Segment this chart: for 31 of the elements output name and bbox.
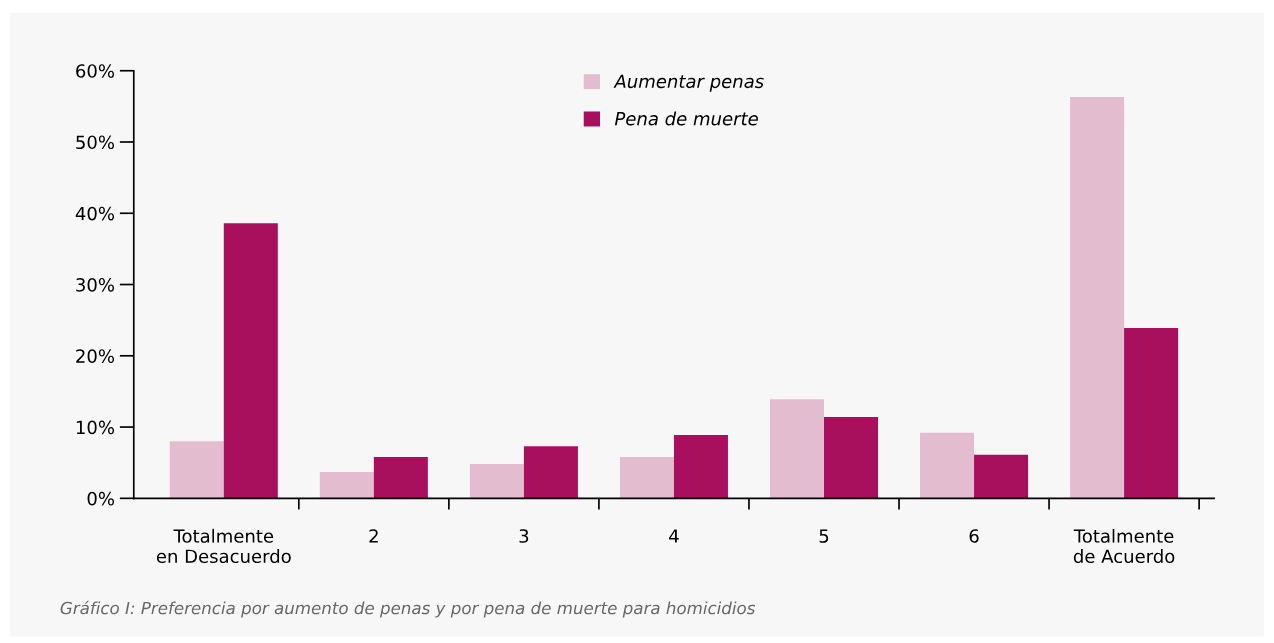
bar xyxy=(823,417,879,499)
y-tick-label: 50% xyxy=(76,135,115,150)
bar xyxy=(319,471,374,499)
x-tick-label: 4 xyxy=(669,529,679,543)
y-tick-label: 0% xyxy=(87,491,115,506)
legend-label: Pena de muerte xyxy=(614,111,758,126)
bar xyxy=(523,446,578,499)
bar xyxy=(223,223,278,499)
y-tick-label: 40% xyxy=(75,206,115,221)
x-tick-label: Totalmente de Acuerdo xyxy=(1073,528,1175,564)
x-tick-label: 6 xyxy=(969,529,979,543)
y-tick-label: 10% xyxy=(76,420,115,435)
bar xyxy=(769,399,824,499)
bar xyxy=(974,454,1029,499)
bar xyxy=(1124,328,1179,499)
text: Gráfico I: Preferencia por aumento de penas y por pena de muerte para homicidios xyxy=(60,600,756,618)
y-tick-label: 60% xyxy=(76,64,115,78)
x-tick-label: 5 xyxy=(819,529,829,543)
bar xyxy=(169,441,224,499)
bar xyxy=(1070,97,1125,499)
y-tick-label: 20% xyxy=(76,349,115,363)
bar xyxy=(920,432,975,499)
bar xyxy=(469,464,524,499)
x-tick-label: 3 xyxy=(519,529,529,543)
y-tick-label: 30% xyxy=(76,277,115,292)
x-tick-label: Totalmente en Desacuerdo xyxy=(156,528,291,564)
bar xyxy=(373,456,428,499)
x-tick-label: 2 xyxy=(369,529,378,543)
bar xyxy=(673,434,728,499)
legend-label: Aumentar penas xyxy=(613,74,764,92)
bar xyxy=(619,456,674,499)
